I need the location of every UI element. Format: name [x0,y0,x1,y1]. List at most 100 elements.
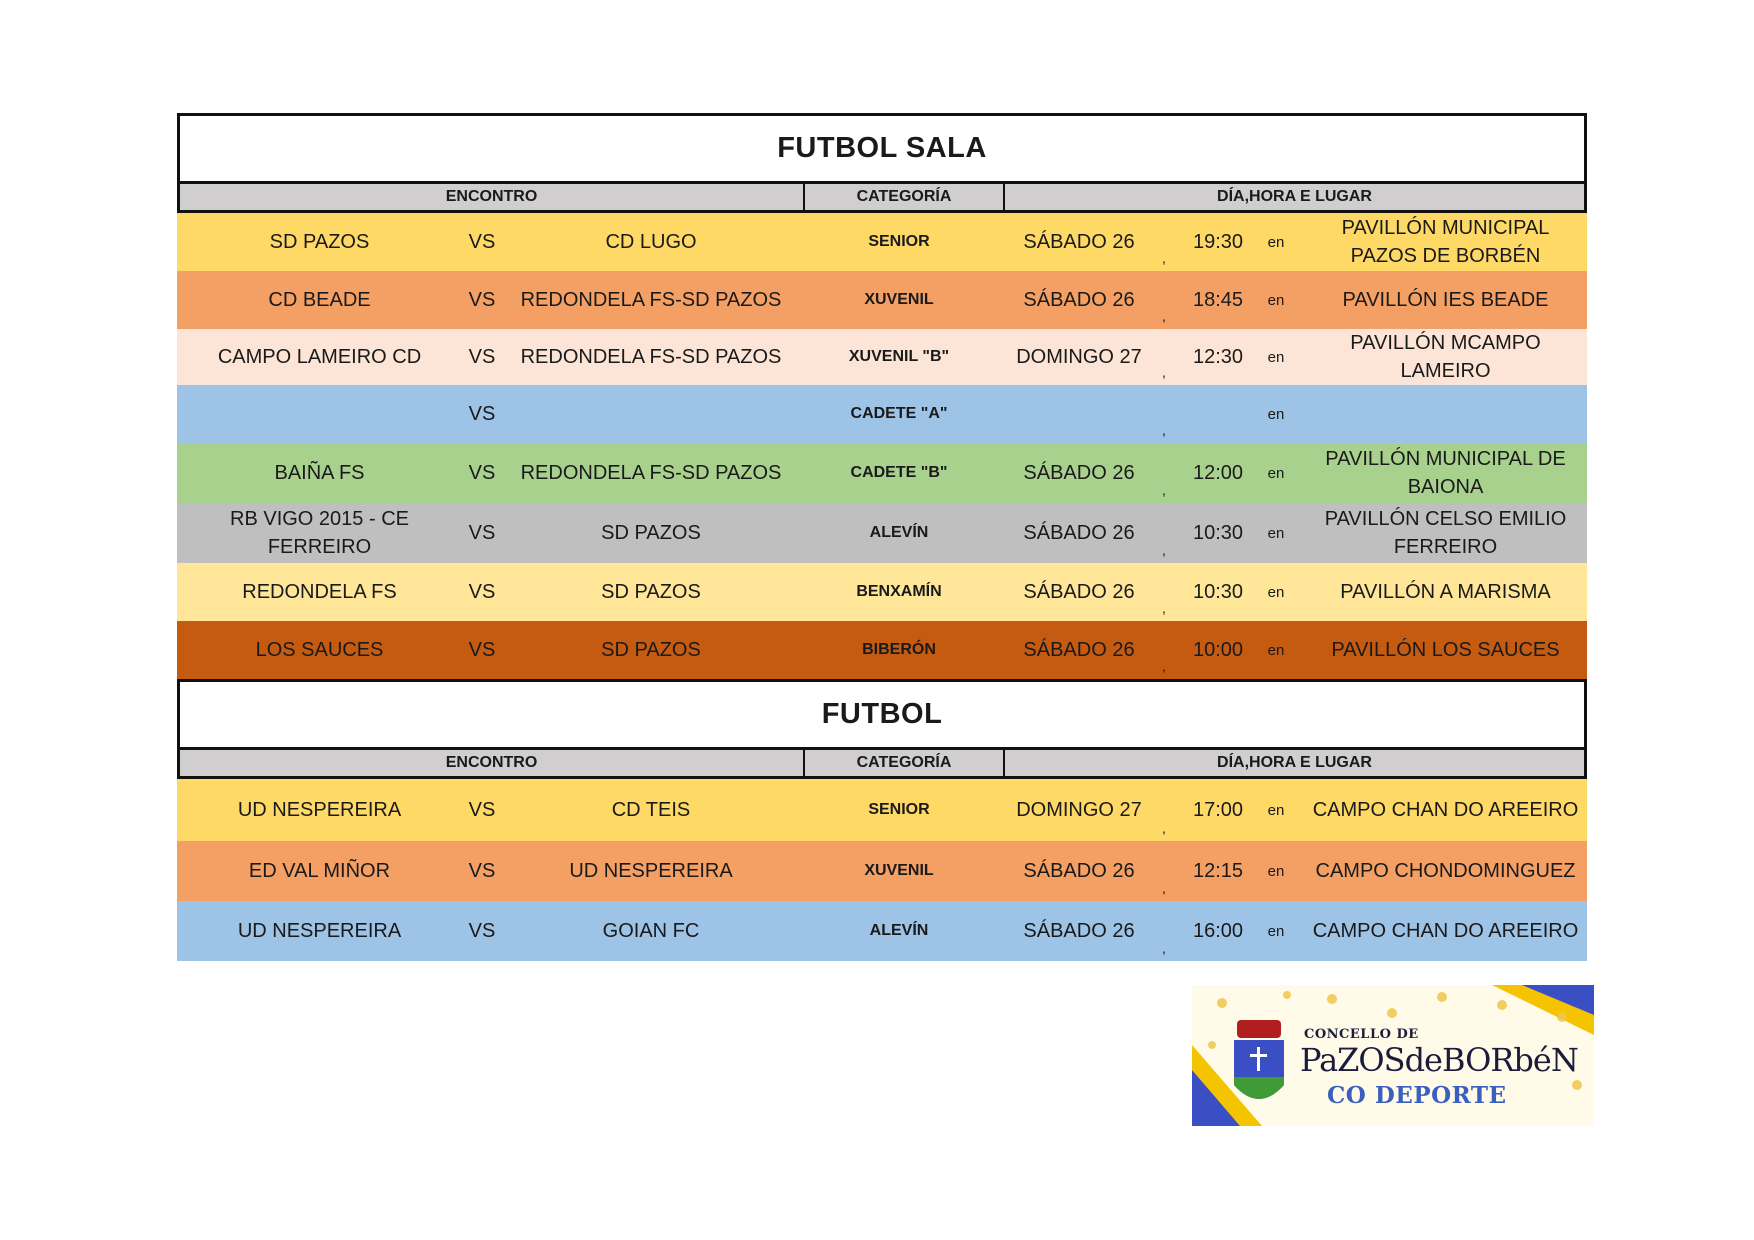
category: SENIOR [868,800,930,818]
away-team: CD LUGO [605,231,697,253]
vs-label: VS [468,346,496,368]
vs-label: VS [468,581,496,603]
home-team [177,385,462,443]
en-label: en [1267,291,1285,309]
section-title-futbol: FUTBOL [177,679,1587,747]
en-label: en [1267,801,1285,819]
separator-comma: , [1162,880,1166,897]
category: BENXAMÍN [856,582,942,600]
separator-comma: , [1162,364,1166,381]
match-day: SÁBADO 26 [1023,462,1135,484]
venue [1304,385,1587,443]
category: CADETE "B" [850,463,948,481]
en-label: en [1267,405,1285,423]
home-team: UD NESPEREIRA [237,920,402,942]
separator: , [1160,621,1188,679]
away-team: CD TEIS [611,799,691,821]
home-team: ED VAL MIÑOR [248,860,391,882]
home-team: SD PAZOS [269,231,370,253]
away-team: SD PAZOS [601,639,701,661]
header-dia-hora-lugar: DÍA,HORA E LUGAR [1217,754,1372,771]
match-day: SÁBADO 26 [1023,231,1135,253]
home-team: UD NESPEREIRA [237,799,402,821]
category: XUVENIL [864,861,934,879]
separator: , [1160,901,1188,961]
separator: , [1160,503,1188,563]
match-time: 12:00 [1192,462,1244,484]
venue: PAVILLÓN CELSO EMILIO FERREIRO [1324,508,1567,558]
match-time: 17:00 [1192,799,1244,821]
match-day: SÁBADO 26 [1023,920,1135,942]
separator-comma: , [1162,308,1166,325]
vs-label: VS [468,920,496,942]
venue: PAVILLÓN MCAMPO LAMEIRO [1350,332,1541,382]
match-day [998,385,1160,443]
match-time: 10:30 [1192,522,1244,544]
section-title-futbol-sala: FUTBOL SALA [177,113,1587,181]
separator: , [1160,841,1188,901]
home-team: REDONDELA FS [242,581,397,603]
separator-comma: , [1162,482,1166,499]
category: BIBERÓN [862,640,936,658]
away-team: GOIAN FC [602,920,700,942]
match-time: 12:30 [1192,346,1244,368]
table-row: REDONDELA FS VS SD PAZOS BENXAMÍN SÁBADO 26,… [177,563,1587,621]
match-day: SÁBADO 26 [1023,289,1135,311]
vs-label: VS [468,289,496,311]
match-day: SÁBADO 26 [1023,639,1135,661]
table-row: LOS SAUCES VS SD PAZOS BIBERÓN SÁBADO 26, 10:… [177,621,1587,679]
separator: , [1160,385,1188,443]
venue: PAVILLÓN MUNICIPAL DE BAIONA [1325,448,1566,498]
separator-comma: , [1162,542,1166,559]
en-label: en [1267,862,1285,880]
category: ALEVÍN [869,523,929,541]
away-team [502,385,800,443]
category: ALEVÍN [869,921,929,939]
en-label: en [1267,348,1285,366]
venue: PAVILLÓN IES BEADE [1342,289,1549,311]
en-label: en [1267,641,1285,659]
match-time: 10:30 [1192,581,1244,603]
futbol-sala-rows: SD PAZOS VS CD LUGO SENIOR SÁBADO 26, 19:30 en… [177,213,1587,679]
away-team: REDONDELA FS-SD PAZOS [520,346,782,368]
header-categoria: CATEGORÍA [805,750,1005,776]
table-row: CD BEADE VS REDONDELA FS-SD PAZOS XUVENIL SÁ… [177,271,1587,329]
match-day: SÁBADO 26 [1023,581,1135,603]
logo-line1: CONCELLO DE [1304,1027,1419,1042]
vs-label: VS [468,403,496,425]
header-encontro: ENCONTRO [180,184,805,210]
venue: PAVILLÓN A MARISMA [1340,581,1551,603]
separator-comma: , [1162,422,1166,439]
futbol-rows: UD NESPEREIRA VS CD TEIS SENIOR DOMINGO 27, 1… [177,779,1587,961]
header-encontro: ENCONTRO [180,750,805,776]
logo-line3: CO DEPORTE [1327,1082,1507,1109]
category: XUVENIL "B" [848,347,950,365]
category: CADETE "A" [850,404,948,422]
en-label: en [1267,464,1285,482]
venue: PAVILLÓN LOS SAUCES [1331,639,1560,661]
table-row: UD NESPEREIRA VS GOIAN FC ALEVÍN SÁBADO 26, 1… [177,901,1587,961]
separator: , [1160,213,1188,271]
venue: CAMPO CHAN DO AREEIRO [1312,799,1579,821]
header-categoria: CATEGORÍA [805,184,1005,210]
separator: , [1160,443,1188,503]
separator-comma: , [1162,658,1166,675]
match-time [1188,385,1248,443]
venue: CAMPO CHONDOMINGUEZ [1315,860,1576,882]
table-row: CAMPO LAMEIRO CD VS REDONDELA FS-SD PAZOS X… [177,329,1587,385]
vs-label: VS [468,639,496,661]
en-label: en [1267,922,1285,940]
separator-comma: , [1162,250,1166,267]
home-team: CD BEADE [268,289,371,311]
separator: , [1160,329,1188,385]
match-day: SÁBADO 26 [1023,860,1135,882]
category: XUVENIL [864,290,934,308]
table-header: ENCONTRO CATEGORÍA DÍA,HORA E LUGAR [177,181,1587,213]
en-label: en [1267,524,1285,542]
away-team: REDONDELA FS-SD PAZOS [520,462,782,484]
separator-comma: , [1162,600,1166,617]
home-team: BAIÑA FS [274,462,365,484]
vs-label: VS [468,799,496,821]
vs-label: VS [468,462,496,484]
en-label: en [1267,233,1285,251]
